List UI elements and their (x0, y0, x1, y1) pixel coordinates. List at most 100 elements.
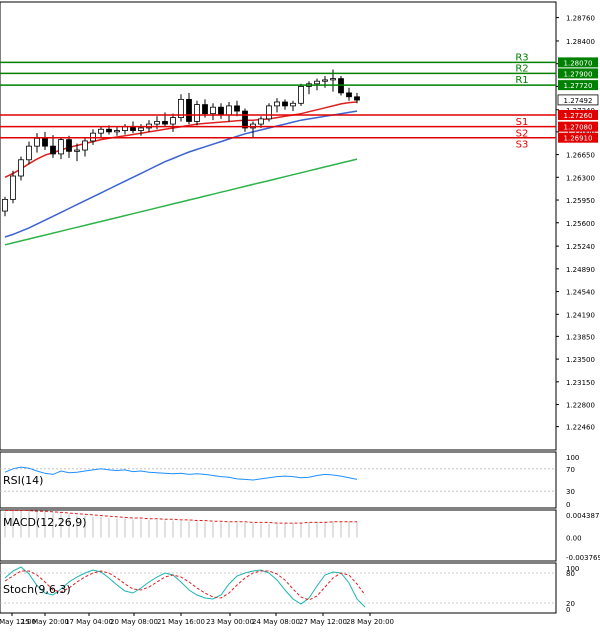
stoch-tick-label: 20 (566, 600, 575, 608)
candle-body (266, 105, 272, 120)
candle-body (354, 96, 360, 101)
level-badge-text-r1: 1.27720 (564, 82, 593, 90)
stoch-d-line (4, 570, 366, 601)
macd-tick-label: 0.00 (566, 534, 582, 542)
level-badge-s1 (558, 109, 598, 120)
level-badge-s3 (558, 132, 598, 143)
candle-body (26, 145, 32, 161)
candle-body (178, 98, 184, 118)
stoch-tick-label: 100 (566, 565, 579, 573)
rsi-label: RSI(14) (3, 474, 43, 487)
price-tick-label: 1.26650 (566, 152, 595, 160)
level-badge-text-r2: 1.27900 (564, 70, 593, 78)
candle-body (194, 104, 200, 122)
rsi-line (4, 466, 358, 481)
candle-body (242, 110, 248, 129)
level-badge-text-s2: 1.27080 (564, 124, 593, 132)
candle-body (154, 121, 160, 125)
time-tick-label: 27 May 12:00 (299, 618, 347, 626)
candle-body (234, 105, 240, 112)
candle-body (114, 130, 120, 133)
price-tick-label: 1.25600 (566, 220, 595, 228)
rsi-tick-label: 30 (566, 488, 575, 496)
stoch-tick-label: 0 (566, 606, 570, 614)
time-tick-label: 28 May 20:00 (346, 618, 394, 626)
macd-tick-label: -0.003769 (566, 554, 600, 562)
rsi-tick-label: 70 (566, 466, 575, 474)
price-tick-label: 1.25950 (566, 197, 595, 205)
time-tick-label: 15 May 20:00 (21, 618, 69, 626)
pane-frame (0, 451, 557, 509)
candle-body (170, 117, 176, 125)
current-price-badge (557, 94, 599, 106)
candle-body (330, 78, 336, 81)
level-label-r1: R1 (515, 75, 528, 86)
candle-body (34, 137, 40, 147)
candle-body (282, 101, 288, 107)
rsi-tick-label: 100 (566, 454, 579, 462)
pane-frame (0, 562, 557, 614)
level-badge-r3 (558, 57, 598, 68)
candle-body (202, 104, 208, 115)
candle-body (58, 139, 64, 155)
stoch-tick-label: 80 (566, 570, 575, 578)
price-tick-label: 1.24190 (566, 311, 595, 319)
stoch-label: Stoch(9,6,3) (3, 583, 71, 596)
candle-body (18, 159, 24, 177)
level-label-r3: R3 (515, 52, 528, 63)
candle-body (106, 128, 112, 133)
price-tick-label: 1.22800 (566, 402, 595, 410)
current-price-label: 1.27492 (564, 97, 593, 105)
time-tick-label: 13 May 12:00 (0, 618, 36, 626)
candle-body (258, 118, 264, 125)
price-tick-label: 1.22460 (566, 424, 595, 432)
level-badge-r2 (558, 68, 598, 79)
candle-body (218, 106, 224, 116)
level-label-r2: R2 (515, 63, 528, 74)
rsi-tick-label: 0 (566, 501, 570, 509)
candle-body (138, 127, 144, 131)
price-tick-label: 1.23500 (566, 356, 595, 364)
price-tick-label: 1.23850 (566, 333, 595, 341)
candle-body (186, 98, 192, 122)
candle-body (66, 139, 72, 152)
candle-body (162, 121, 168, 125)
candle-body (82, 140, 88, 151)
level-badge-text-r3: 1.28070 (564, 59, 593, 67)
price-tick-label: 1.24890 (566, 266, 595, 274)
candle-body (314, 80, 320, 85)
candle-body (298, 86, 304, 104)
candle-body (10, 175, 16, 200)
time-tick-label: 20 May 08:00 (110, 618, 158, 626)
macd-pane: MACD(12,26,9) 0.004387 0.00 -0.003769 (3, 509, 600, 562)
stoch-k-line (4, 566, 366, 608)
ma-blue-line (4, 110, 358, 238)
price-tick-label: 1.25240 (566, 243, 595, 251)
price-tick-label: 1.24540 (566, 289, 595, 297)
time-tick-label: 24 May 08:00 (252, 618, 300, 626)
macd-signal-line (5, 510, 357, 524)
candle-body (74, 149, 80, 152)
candle-body (274, 101, 280, 107)
candle-body (2, 198, 8, 212)
price-tick-label: 1.28760 (566, 15, 595, 23)
ma-green-line (4, 158, 358, 246)
level-label-s1: S1 (516, 117, 529, 128)
level-label-s3: S3 (516, 140, 529, 151)
level-label-s2: S2 (516, 129, 529, 140)
price-tick-label: 1.26300 (566, 174, 595, 182)
price-tick-label: 1.23150 (566, 379, 595, 387)
pane-frame (0, 509, 557, 562)
time-tick-label: 17 May 04:00 (65, 618, 113, 626)
level-badge-text-s3: 1.26910 (564, 135, 593, 143)
price-tick-label: 1.28400 (566, 38, 595, 46)
level-badge-s2 (558, 121, 598, 132)
rsi-pane: RSI(14) 100 70 30 0 (0, 454, 579, 509)
candle-body (210, 106, 216, 115)
candle-body (42, 137, 48, 147)
support-resistance-levels: R3 1.28070 R2 1.27900 R1 1.27720 S1 1.27260 S2 1.… (0, 52, 599, 151)
candle-body (322, 79, 328, 82)
time-tick-label: 21 May 16:00 (157, 618, 205, 626)
